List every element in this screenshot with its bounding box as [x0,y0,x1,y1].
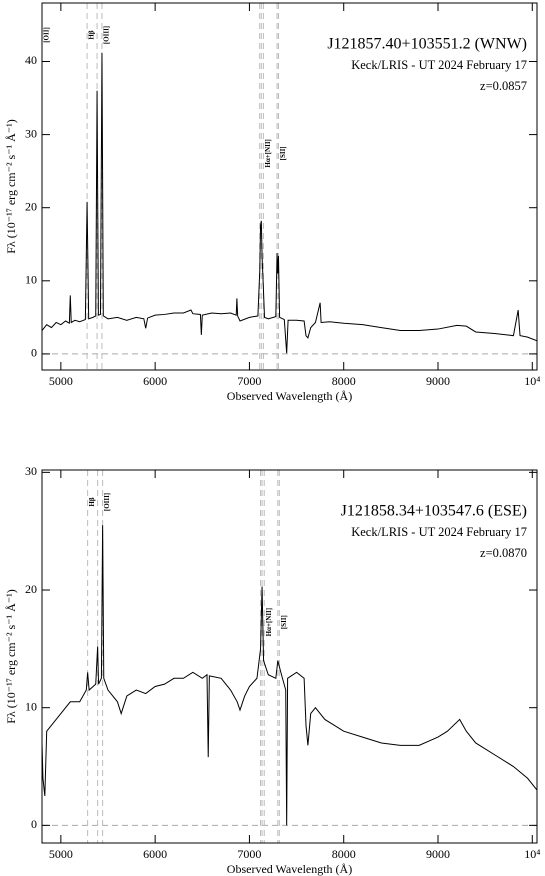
panel: Hβ [OIII] Hα+[NII] [SII] 0 10 20 30 5000 6000 7000… [4,464,541,876]
x-tick-label: 6000 [143,847,167,861]
redshift-annotation: z=0.0870 [480,546,527,560]
marker-label: [SII] [280,615,288,629]
y-tick-label: 20 [25,582,37,596]
y-tick-label: 0 [31,817,37,831]
spectrum [42,52,537,354]
spectrum [42,525,537,826]
redshift-annotation: z=0.0857 [480,79,527,93]
marker-label: [OII] [43,27,51,43]
y-tick-label: 10 [25,699,37,713]
x-tick-label: 8000 [332,847,356,861]
chart-title: J121857.40+103551.2 (WNW) [327,36,527,53]
y-axis-label: Fλ (10⁻¹⁷ erg cm⁻² s⁻¹ Å⁻¹) [4,589,18,724]
y-tick-label: 20 [25,199,37,213]
y-tick-label: 10 [25,273,37,287]
marker-label: [OIII] [103,26,111,44]
x-axis-label: Observed Wavelength (Å) [227,389,352,403]
marker-label: [OIII] [103,493,111,511]
x-tick-label: 9000 [426,374,450,388]
chart-subtitle: Keck/LRIS - UT 2024 February 17 [351,58,527,72]
marker-label: Hβ [88,497,96,506]
chart-title: J121858.34+103547.6 (ESE) [341,503,527,520]
marker-label: Hα+[NII] [264,139,272,168]
x-tick-label: 10⁴ [524,847,540,861]
y-tick-label: 40 [25,53,37,67]
x-tick-label: 9000 [426,847,450,861]
marker-label: [SII] [279,146,287,160]
x-tick-label: 5000 [49,374,73,388]
x-tick-label: 6000 [143,374,167,388]
x-tick-label: 10⁴ [524,374,540,388]
chart-subtitle: Keck/LRIS - UT 2024 February 17 [351,525,527,539]
x-tick-label: 5000 [49,847,73,861]
y-axis-label: Fλ (10⁻¹⁷ erg cm⁻² s⁻¹ Å⁻¹) [4,119,18,254]
y-tick-label: 30 [25,126,37,140]
y-tick-label: 30 [25,464,37,478]
axes-frame [41,2,538,371]
marker-label: Hβ [88,30,96,39]
x-tick-label: 7000 [237,374,261,388]
x-tick-label: 7000 [237,847,261,861]
axes-frame [41,469,538,844]
x-axis-label: Observed Wavelength (Å) [227,862,352,876]
y-tick-label: 0 [31,346,37,360]
marker-label: Hα+[NII] [265,608,273,637]
x-tick-label: 8000 [332,374,356,388]
panel: [OII] Hβ [OIII] Hα+[NII] [SII] 0 10 20 30 40 5000 6… [4,2,540,403]
